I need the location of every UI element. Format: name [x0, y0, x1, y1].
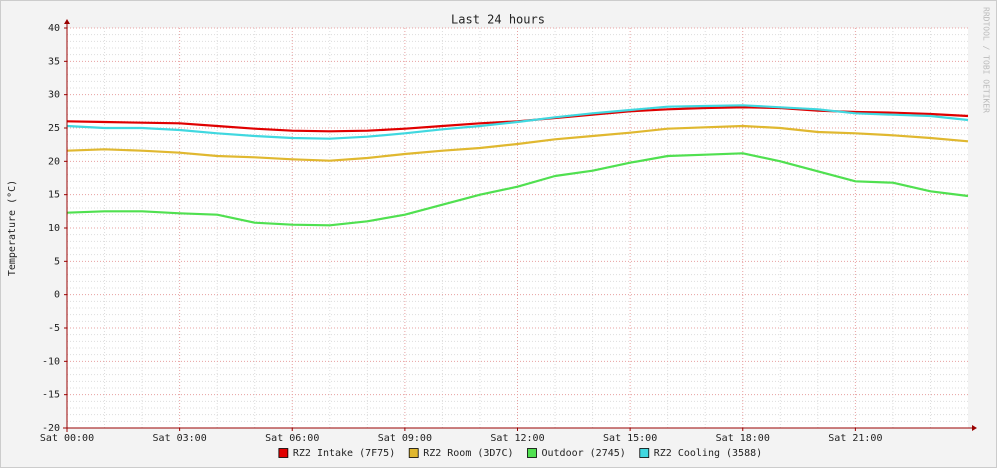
series-line [66, 124, 969, 162]
x-axis-arrow [972, 425, 977, 431]
x-tick-label: Sat 18:00 [716, 433, 770, 444]
legend-swatch [639, 448, 650, 458]
y-tick-label: 0 [54, 290, 60, 301]
x-tick-label: Sat 15:00 [603, 433, 657, 444]
legend-label: RZ2 Cooling (3588) [654, 448, 762, 459]
x-tick-label: Sat 06:00 [265, 433, 319, 444]
y-axis-label: Temperature (°C) [7, 180, 18, 276]
y-tick-label: 40 [48, 23, 60, 34]
watermark: RRDTOOL / TOBI OETIKER [982, 7, 991, 113]
legend-label: RZ2 Room (3D7C) [423, 448, 513, 459]
legend-swatch [408, 448, 419, 458]
y-tick-label: 35 [48, 56, 60, 67]
legend-label: RZ2 Intake (7F75) [293, 448, 395, 459]
series-line [66, 152, 969, 227]
chart-title: Last 24 hours [451, 13, 545, 27]
y-tick-label: -10 [42, 356, 60, 367]
y-tick-label: 10 [48, 223, 60, 234]
x-tick-label: Sat 00:00 [40, 433, 94, 444]
y-tick-label: 15 [48, 190, 60, 201]
x-tick-label: Sat 03:00 [153, 433, 207, 444]
legend-label: Outdoor (2745) [542, 448, 626, 459]
y-tick-label: 25 [48, 123, 60, 134]
y-tick-label: 20 [48, 156, 60, 167]
x-tick-label: Sat 21:00 [828, 433, 882, 444]
legend-swatch [278, 448, 289, 458]
y-tick-label: 5 [54, 256, 60, 267]
legend-swatch [527, 448, 537, 458]
y-tick-label: -20 [42, 423, 60, 434]
x-tick-label: Sat 12:00 [490, 433, 544, 444]
series-line [66, 104, 969, 140]
y-tick-label: -5 [48, 323, 60, 334]
y-tick-label: 30 [48, 90, 60, 101]
y-tick-label: -15 [42, 390, 60, 401]
y-axis-arrow [64, 19, 70, 24]
x-tick-label: Sat 09:00 [378, 433, 432, 444]
